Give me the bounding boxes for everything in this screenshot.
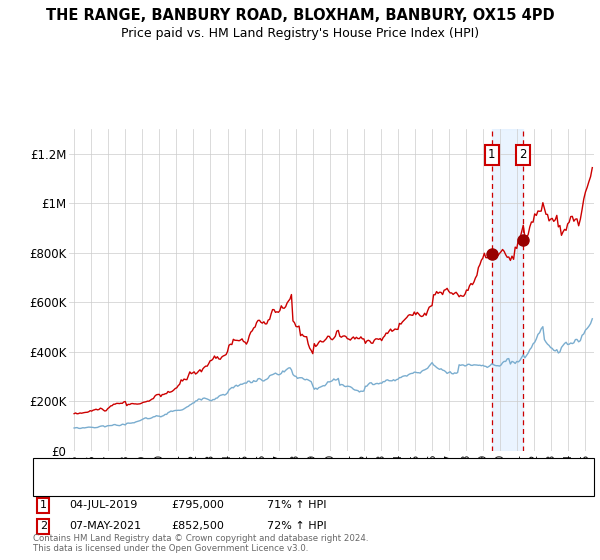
Text: 1: 1 — [40, 500, 47, 510]
Text: Price paid vs. HM Land Registry's House Price Index (HPI): Price paid vs. HM Land Registry's House … — [121, 27, 479, 40]
Bar — [577, 129, 600, 451]
Text: 71% ↑ HPI: 71% ↑ HPI — [267, 500, 326, 510]
Text: 72% ↑ HPI: 72% ↑ HPI — [267, 521, 326, 531]
Text: THE RANGE, BANBURY ROAD, BLOXHAM, BANBURY, OX15 4PD (detached house): THE RANGE, BANBURY ROAD, BLOXHAM, BANBUR… — [75, 463, 475, 473]
Text: Contains HM Land Registry data © Crown copyright and database right 2024.
This d: Contains HM Land Registry data © Crown c… — [33, 534, 368, 553]
Text: HPI: Average price, detached house, Cherwell: HPI: Average price, detached house, Cher… — [75, 480, 303, 490]
Bar — [492, 129, 523, 451]
Text: 2: 2 — [520, 148, 527, 161]
Text: 07-MAY-2021: 07-MAY-2021 — [69, 521, 141, 531]
Text: 04-JUL-2019: 04-JUL-2019 — [69, 500, 137, 510]
Text: 2: 2 — [40, 521, 47, 531]
Text: 1: 1 — [488, 148, 496, 161]
Text: £852,500: £852,500 — [171, 521, 224, 531]
Text: £795,000: £795,000 — [171, 500, 224, 510]
Text: THE RANGE, BANBURY ROAD, BLOXHAM, BANBURY, OX15 4PD: THE RANGE, BANBURY ROAD, BLOXHAM, BANBUR… — [46, 8, 554, 24]
